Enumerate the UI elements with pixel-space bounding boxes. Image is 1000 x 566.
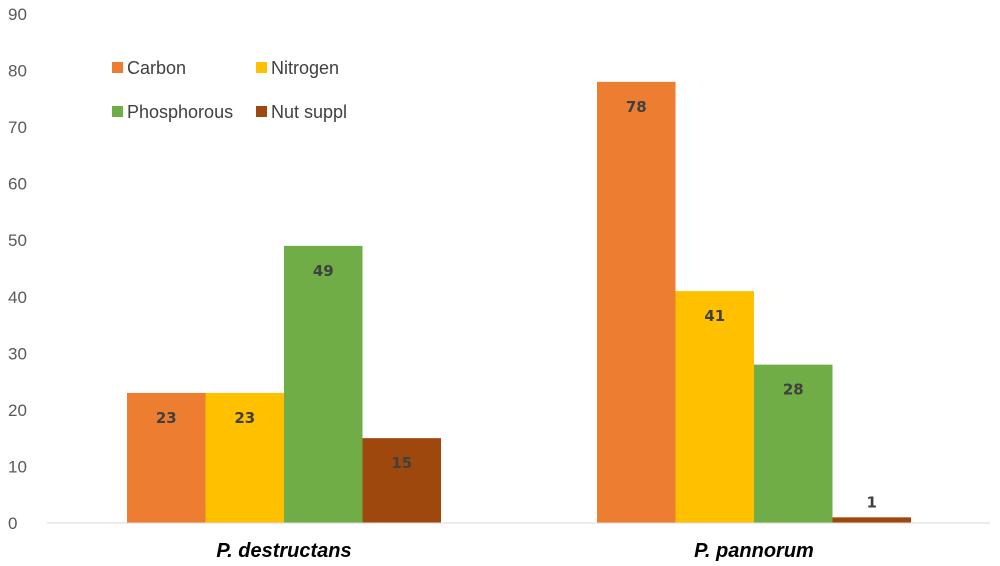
y-tick-label: 60 — [8, 175, 27, 194]
bar-nitrogen-1 — [205, 392, 284, 523]
y-tick-label: 0 — [8, 514, 17, 533]
y-axis-ticks: 0 10 20 30 40 50 60 70 80 90 — [8, 5, 27, 533]
bar-carbon-1 — [127, 392, 206, 523]
legend-swatch — [256, 106, 267, 117]
legend-swatch — [112, 106, 123, 117]
bar-phosphorous-2 — [754, 364, 833, 523]
bars-group — [127, 81, 911, 523]
legend-label: Carbon — [127, 58, 186, 78]
y-tick-label: 90 — [8, 5, 27, 24]
legend: Carbon Nitrogen Phosphorous Nut suppl — [112, 58, 347, 122]
data-label: 23 — [234, 409, 255, 427]
bar-nut-suppl-1 — [362, 438, 441, 523]
legend-swatch — [112, 62, 123, 73]
legend-swatch — [256, 62, 267, 73]
data-label: 49 — [313, 262, 334, 280]
data-label: 15 — [391, 454, 412, 472]
data-label: 1 — [867, 493, 877, 511]
x-axis-categories: P. destructans P. pannorum — [216, 540, 813, 562]
bar-nut-suppl-2 — [832, 517, 911, 523]
y-tick-label: 80 — [8, 62, 27, 81]
y-tick-label: 70 — [8, 118, 27, 137]
legend-label: Nut suppl — [271, 102, 347, 122]
bar-nitrogen-2 — [675, 291, 754, 523]
legend-label: Nitrogen — [271, 58, 339, 78]
data-label: 28 — [783, 381, 804, 399]
legend-label: Phosphorous — [127, 102, 233, 122]
y-tick-label: 50 — [8, 231, 27, 250]
data-labels-group: 23 23 49 15 78 41 28 1 — [156, 98, 877, 511]
y-tick-label: 40 — [8, 288, 27, 307]
bar-carbon-2 — [597, 81, 676, 523]
y-tick-label: 20 — [8, 401, 27, 420]
data-label: 78 — [626, 98, 647, 116]
data-label: 23 — [156, 409, 177, 427]
bar-phosphorous-1 — [284, 245, 363, 523]
x-category-label: P. pannorum — [694, 540, 814, 562]
y-tick-label: 30 — [8, 344, 27, 363]
data-label: 41 — [704, 307, 725, 325]
x-category-label: P. destructans — [216, 540, 351, 562]
y-tick-label: 10 — [8, 457, 27, 476]
